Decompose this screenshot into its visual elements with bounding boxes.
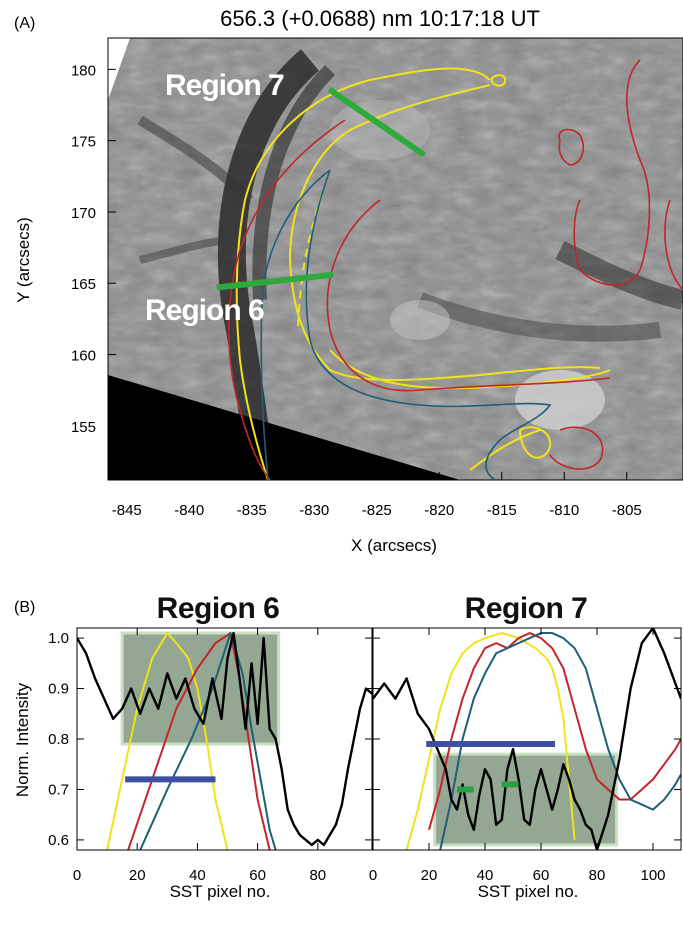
x-tick-label: -825 [362,502,392,519]
x-tick-label: 100 [640,867,665,884]
panel-a-title: 656.3 (+0.0688) nm 10:17:18 UT [220,6,540,31]
contour-yellow-dash [297,194,323,331]
x-tick-label: 40 [477,867,494,884]
region7-plot: 0 20 40 60 80 100 [369,627,682,884]
x-tick-label: 60 [249,867,266,884]
panel-b: (B) Region 6 Region 7 0 20 40 60 80 0.6 0.7 0.8… [13,592,682,901]
panel-b-ylabel: Norm. Intensity [13,682,32,797]
x-tick-label: -830 [299,502,329,519]
y-tick-label: 0.7 [48,781,69,798]
x-tick-label: 20 [421,867,438,884]
panel-a-frame [107,37,683,481]
x-tick-label: -835 [237,502,267,519]
series-red [127,632,271,850]
contour-teal-arch [260,169,331,480]
region6-xlabel: SST pixel no. [170,882,271,901]
series-yellow [106,632,229,850]
x-tick-label: 0 [73,867,81,884]
x-tick-label: 0 [369,867,377,884]
plot-area [373,628,681,850]
plot-area [77,631,372,850]
contour-yellow-arch [235,67,491,480]
y-tick-label: 180 [71,62,96,79]
panel-b-label: (B) [14,599,35,616]
series-black [373,628,681,850]
x-tick-label: -845 [112,502,142,519]
x-tick-label: 60 [533,867,550,884]
y-tick-label: 0.8 [48,731,69,748]
series-red [428,632,681,831]
contour-teal-inner [305,169,552,480]
region6-label: Region 6 [145,294,264,327]
x-tick-label: 80 [309,867,326,884]
contour-yellow-small [490,74,506,87]
x-tick-label: 40 [189,867,206,884]
x-tick-label: -820 [424,502,454,519]
y-tick-label: 170 [71,205,96,222]
slit-line [216,271,334,291]
region7-xlabel: SST pixel no. [478,882,579,901]
contour-red-inner [326,199,611,392]
x-tick-label: 20 [129,867,146,884]
y-tick-label: 175 [71,134,96,151]
solar-image [108,38,683,480]
x-tick-label: -810 [549,502,579,519]
x-tick-label: -805 [612,502,642,519]
contour-yellow-bottom [329,349,611,471]
series-yellow [405,632,576,850]
x-tick-label: 80 [589,867,606,884]
panel-a-xlabel: X (arcsecs) [351,536,437,555]
region6-plot: 0 20 40 60 80 0.6 0.7 0.8 0.9 1.0 [48,627,373,884]
region7-label: Region 7 [165,69,284,102]
panel-a-axes: -845 -840 -835 -830 -825 -820 -815 -810 -805 155 1… [71,62,642,519]
y-tick-label: 155 [71,419,96,436]
panel-a-label: (A) [14,15,35,32]
region7-title: Region 7 [465,592,588,625]
y-tick-label: 165 [71,276,96,293]
series-teal [439,632,681,850]
x-tick-label: -815 [487,502,517,519]
panel-a-ylabel: Y (arcsecs) [14,217,33,303]
contour-red-right [549,59,683,470]
slit-line [327,86,426,158]
y-tick-label: 1.0 [48,630,69,647]
x-tick-label: -840 [174,502,204,519]
shaded-box [433,752,619,847]
y-tick-label: 160 [71,348,96,365]
contour-red-arch [228,119,346,480]
y-tick-label: 0.6 [48,832,69,849]
series-black [77,631,372,847]
slits [216,86,426,291]
region6-title: Region 6 [157,592,280,625]
panel-a: (A) 656.3 (+0.0688) nm 10:17:18 UT [14,6,683,555]
y-tick-label: 0.9 [48,681,69,698]
